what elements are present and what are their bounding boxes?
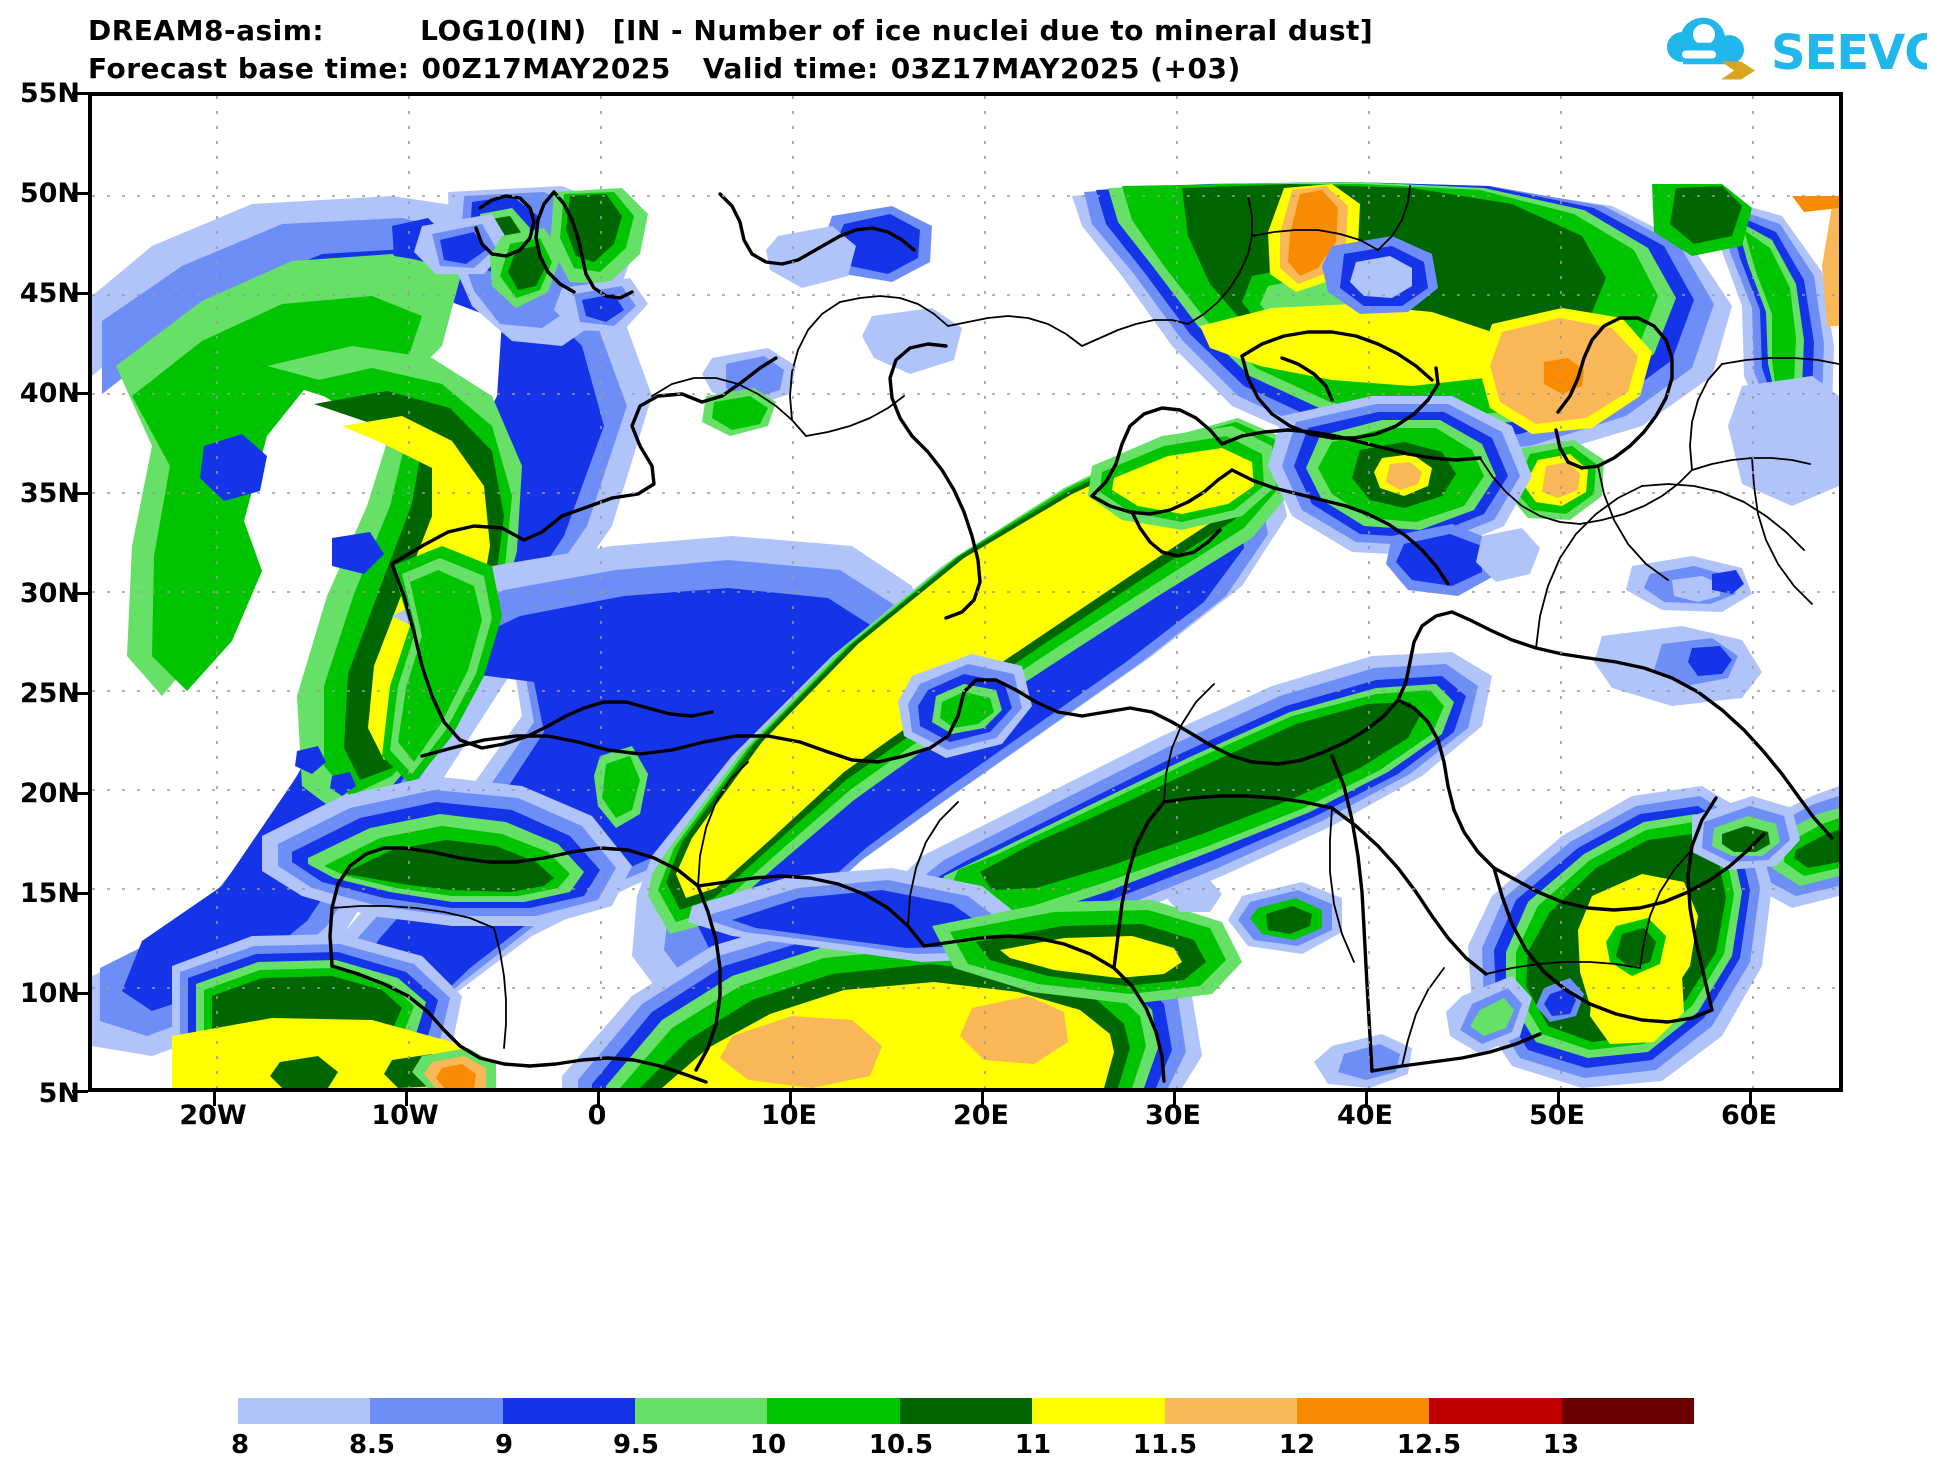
base-time-label: Forecast base time: [88,52,410,85]
y-axis-tick [72,692,88,695]
colorbar-band [899,1398,1033,1424]
colorbar-tick-label: 11 [1014,1430,1052,1460]
dust-contour-map [92,96,1839,1088]
y-axis-label: 35N [19,478,80,509]
colorbar-band [502,1398,636,1424]
y-axis-label: 55N [19,78,80,109]
contour-fills [92,182,1839,1088]
base-time-value: 00Z17MAY2025 [421,52,671,85]
variable-name: LOG10(IN) [420,14,587,47]
colorbar-tick-label: 9.5 [612,1430,660,1460]
colorbar-band [1032,1398,1165,1424]
y-axis-tick [72,292,88,295]
y-axis-tick [72,592,88,595]
y-axis-tick [72,492,88,495]
colorbar-tick-label: 8 [230,1430,250,1460]
valid-time-label: Valid time: [702,52,879,85]
y-axis-label: 30N [19,578,80,609]
y-axis-label: 20N [19,778,80,809]
colorbar-band [1164,1398,1297,1424]
colorbar-tick-label: 10.5 [868,1430,934,1460]
header: DREAM8-asim: LOG10(IN) [IN - Number of ice… [0,0,1942,92]
x-axis-tick [789,1092,792,1106]
colorbar-tick-label: 12.5 [1396,1430,1462,1460]
y-axis-tick [72,1090,88,1093]
y-axis-label: 25N [19,678,80,709]
header-title-line: DREAM8-asim: LOG10(IN) [IN - Number of ice… [88,14,1373,47]
y-axis-tick [72,392,88,395]
colorbar-tick-label: 13 [1542,1430,1580,1460]
x-axis-tick [213,1092,216,1106]
colorbar-tick-label: 8.5 [348,1430,396,1460]
y-axis-label: 45N [19,278,80,309]
x-axis-label: 20W [179,1100,247,1131]
header-time-line: Forecast base time: 00Z17MAY2025 Valid tim… [88,52,1241,85]
cloud-icon [1667,17,1755,80]
y-axis-tick [72,992,88,995]
y-axis-tick [72,92,88,95]
variable-description: [IN - Number of ice nuclei due to minera… [612,14,1374,47]
grid-lines [92,96,1839,1088]
logo-text: SEEVCCC [1771,25,1927,80]
y-axis-label: 10N [19,978,80,1009]
colorbar-band [370,1398,503,1424]
y-axis-label: 5N [38,1078,80,1109]
x-axis-tick [597,1092,600,1106]
x-axis-label: 10W [371,1100,439,1131]
colorbar-band [635,1398,768,1424]
colorbar-tick-label: 9 [494,1430,514,1460]
x-axis-tick [1365,1092,1368,1106]
valid-time-value: 03Z17MAY2025 (+03) [890,52,1241,85]
x-axis-tick [1173,1092,1176,1106]
colorbar-band [1561,1398,1694,1424]
x-axis-tick [405,1092,408,1106]
model-name: DREAM8-asim: [88,14,325,47]
y-axis-tick [72,892,88,895]
y-axis-tick [72,192,88,195]
y-axis-label: 40N [19,378,80,409]
colorbar-tick-label: 11.5 [1132,1430,1198,1460]
colorbar-band [1429,1398,1562,1424]
colorbar-tick-label: 12 [1278,1430,1316,1460]
seevccc-logo: SEEVCCC [1655,14,1942,81]
x-axis-tick [1557,1092,1560,1106]
x-axis-tick [981,1092,984,1106]
colorbar-band [1296,1398,1430,1424]
x-axis-tick [1749,1092,1752,1106]
coastlines [328,185,1839,1084]
logo-svg: SEEVCCC [1667,17,1942,81]
colorbar [238,1398,1694,1424]
colorbar-band [767,1398,900,1424]
colorbar-band [238,1398,371,1424]
y-axis-label: 15N [19,878,80,909]
map-plot-area [88,92,1843,1092]
colorbar-tick-label: 10 [749,1430,787,1460]
x-axis-label: 0 [587,1100,607,1131]
y-axis-label: 50N [19,178,80,209]
y-axis-tick [72,792,88,795]
